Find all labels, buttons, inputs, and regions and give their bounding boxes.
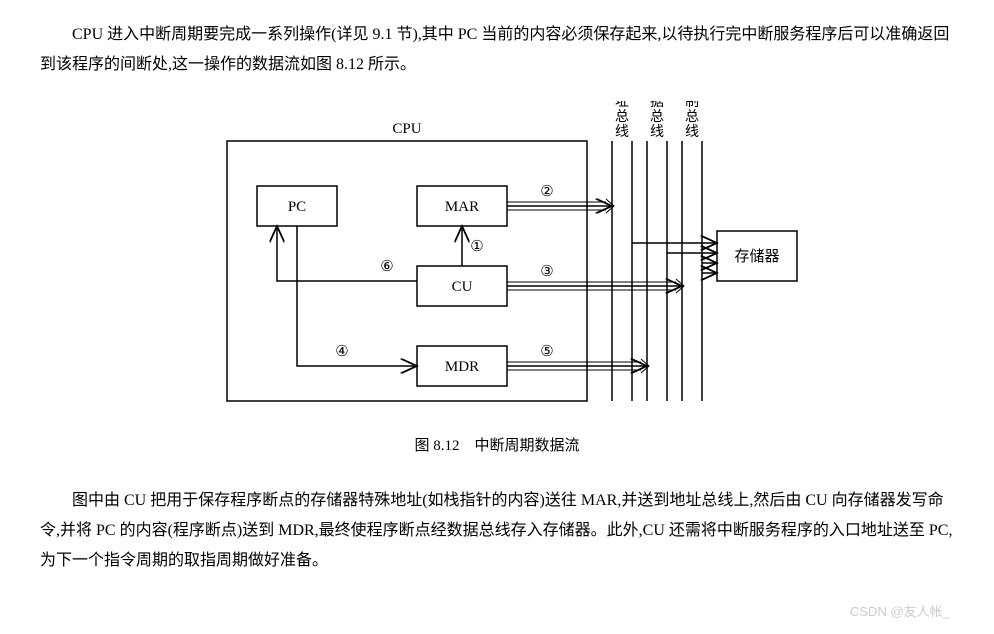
svg-text:PC: PC xyxy=(288,199,306,215)
svg-text:③: ③ xyxy=(540,264,553,280)
svg-text:MDR: MDR xyxy=(445,359,479,375)
svg-text:①: ① xyxy=(470,239,483,255)
svg-text:总: 总 xyxy=(650,109,664,125)
svg-text:②: ② xyxy=(540,184,553,200)
svg-text:总: 总 xyxy=(615,109,629,125)
explanation-paragraph: 图中由 CU 把用于保存程序断点的存储器特殊地址(如栈指针的内容)送往 MAR,… xyxy=(40,486,954,577)
svg-text:制: 制 xyxy=(685,101,699,110)
svg-text:存储器: 存储器 xyxy=(734,248,779,265)
svg-text:CU: CU xyxy=(452,279,473,295)
svg-text:④: ④ xyxy=(335,344,348,360)
svg-text:线: 线 xyxy=(685,124,699,140)
intro-paragraph: CPU 进入中断周期要完成一系列操作(详见 9.1 节),其中 PC 当前的内容… xyxy=(40,20,954,81)
svg-text:MAR: MAR xyxy=(445,199,479,215)
figure-caption: 图 8.12 中断周期数据流 xyxy=(40,432,954,461)
interrupt-cycle-diagram: CPU地址总线数据总线控制总线PCMARCUMDR存储器①②③④⑤⑥ xyxy=(187,101,807,411)
svg-text:⑤: ⑤ xyxy=(540,344,553,360)
svg-text:线: 线 xyxy=(650,124,664,140)
svg-text:CPU: CPU xyxy=(392,121,421,137)
svg-text:据: 据 xyxy=(650,101,664,110)
svg-text:总: 总 xyxy=(685,109,699,125)
watermark-text: CSDN @友人帐_ xyxy=(850,600,950,625)
svg-text:线: 线 xyxy=(615,124,629,140)
svg-text:⑥: ⑥ xyxy=(380,259,393,275)
svg-text:址: 址 xyxy=(615,101,629,110)
figure-8-12: CPU地址总线数据总线控制总线PCMARCUMDR存储器①②③④⑤⑥ xyxy=(40,101,954,422)
